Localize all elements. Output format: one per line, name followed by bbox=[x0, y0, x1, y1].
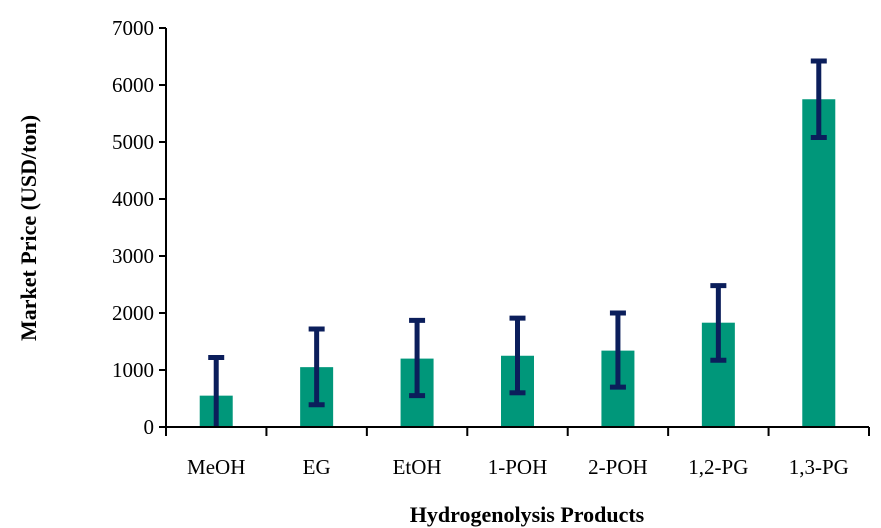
y-tick-label: 4000 bbox=[112, 187, 154, 211]
y-tick-label: 5000 bbox=[112, 130, 154, 154]
x-tick-label: 2-POH bbox=[588, 455, 648, 479]
y-tick-label: 6000 bbox=[112, 73, 154, 97]
y-tick-label: 7000 bbox=[112, 16, 154, 40]
y-tick-label: 1000 bbox=[112, 358, 154, 382]
x-tick-label: 1-POH bbox=[488, 455, 548, 479]
error-bars-group bbox=[208, 58, 827, 427]
x-tick-label: 1,2-PG bbox=[688, 455, 748, 479]
y-tick-label: 2000 bbox=[112, 301, 154, 325]
y-axis-title: Market Price (USD/ton) bbox=[16, 115, 41, 341]
x-axis-title: Hydrogenolysis Products bbox=[410, 502, 645, 527]
x-tick-label: 1,3-PG bbox=[789, 455, 849, 479]
bar bbox=[802, 99, 836, 427]
y-tick-label: 3000 bbox=[112, 244, 154, 268]
x-tick-label: MeOH bbox=[187, 455, 245, 479]
x-tick-label: EtOH bbox=[393, 455, 442, 479]
y-tick-label: 0 bbox=[144, 415, 155, 439]
tick-labels-group: 0 1000 2000 3000 4000 5000 6000 7000 MeOH EG EtOH 1… bbox=[112, 16, 849, 479]
x-tick-label: EG bbox=[303, 455, 331, 479]
axes-group bbox=[159, 27, 870, 436]
